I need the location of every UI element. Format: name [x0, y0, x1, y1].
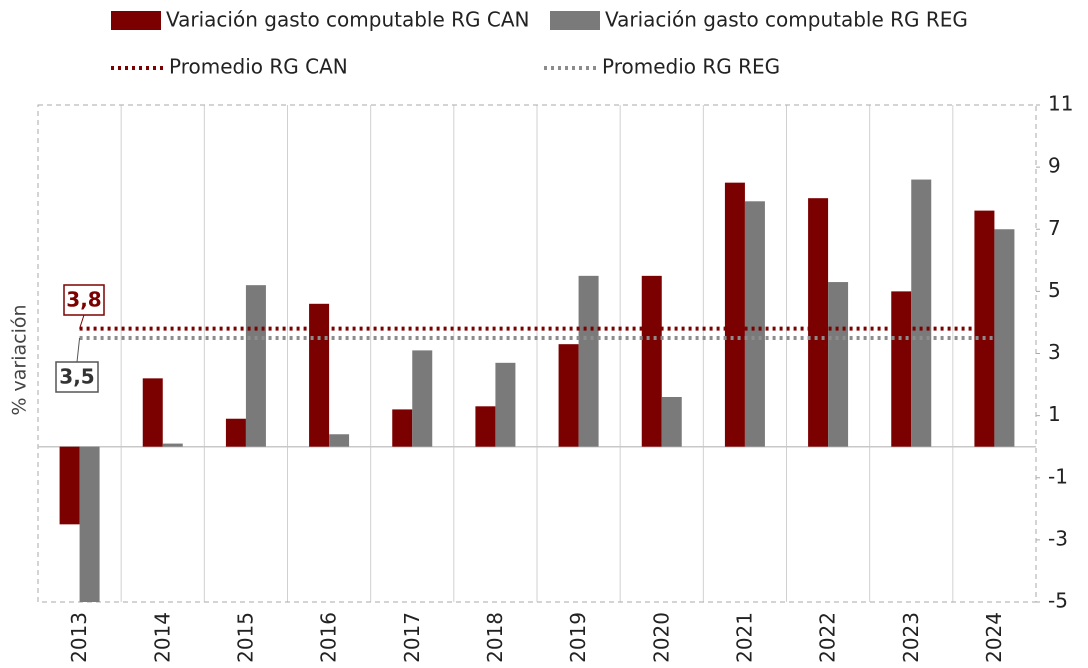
legend-label: Promedio RG CAN: [169, 55, 348, 79]
x-tick-label: 2020: [649, 612, 673, 663]
legend-label: Promedio RG REG: [602, 55, 780, 79]
bar: [495, 362, 516, 447]
bar: [412, 350, 433, 447]
x-tick-label: 2017: [400, 612, 424, 663]
bar: [911, 179, 932, 447]
x-tick-label: 2024: [982, 612, 1006, 663]
bar: [828, 282, 849, 447]
bar: [578, 275, 599, 447]
bar: [661, 396, 682, 447]
legend-label: Variación gasto computable RG CAN: [166, 8, 530, 32]
x-tick-label: 2013: [67, 612, 91, 663]
x-tick-label: 2016: [317, 612, 341, 663]
y-tick-label: -5: [1048, 589, 1068, 613]
legend-label: Variación gasto computable RG REG: [605, 8, 968, 32]
leader: [79, 314, 85, 329]
bar: [309, 303, 330, 447]
y-tick-label: 9: [1048, 154, 1061, 178]
x-tick-label: 2021: [732, 612, 756, 663]
y-tick-label: -3: [1048, 526, 1068, 550]
y-axis-label: % variación: [9, 304, 31, 415]
label-box: [55, 361, 99, 393]
y-tick-label: 7: [1048, 216, 1061, 240]
average-label: 3,8: [66, 288, 101, 312]
x-tick-label: 2018: [483, 612, 507, 663]
average-label: 3,5: [59, 365, 94, 389]
x-tick-label: 2014: [150, 612, 174, 663]
legend-swatch: [550, 11, 600, 30]
x-tick-label: 2019: [566, 612, 590, 663]
bar: [162, 443, 183, 447]
bar: [808, 198, 829, 447]
bar: [59, 446, 80, 525]
leader: [76, 337, 81, 363]
bar: [142, 378, 163, 447]
bar: [558, 344, 579, 447]
legend-swatch: [111, 11, 161, 30]
bar: [724, 182, 745, 447]
bar: [641, 275, 662, 447]
bar: [475, 406, 496, 447]
bar: [392, 409, 413, 447]
x-tick-label: 2023: [899, 612, 923, 663]
bar: [994, 229, 1015, 447]
y-tick-label: 1: [1048, 402, 1061, 426]
bar: [225, 418, 246, 447]
x-tick-label: 2015: [233, 612, 257, 663]
bar: [744, 201, 765, 447]
y-tick-label: 11: [1048, 92, 1073, 116]
y-tick-label: 5: [1048, 278, 1061, 302]
bar: [79, 446, 100, 602]
bar: [891, 291, 912, 447]
x-tick-label: 2022: [816, 612, 840, 663]
bar: [245, 285, 266, 447]
label-box: [63, 284, 105, 316]
bar: [329, 434, 350, 447]
y-tick-label: 3: [1048, 340, 1061, 364]
y-tick-label: -1: [1048, 464, 1068, 488]
